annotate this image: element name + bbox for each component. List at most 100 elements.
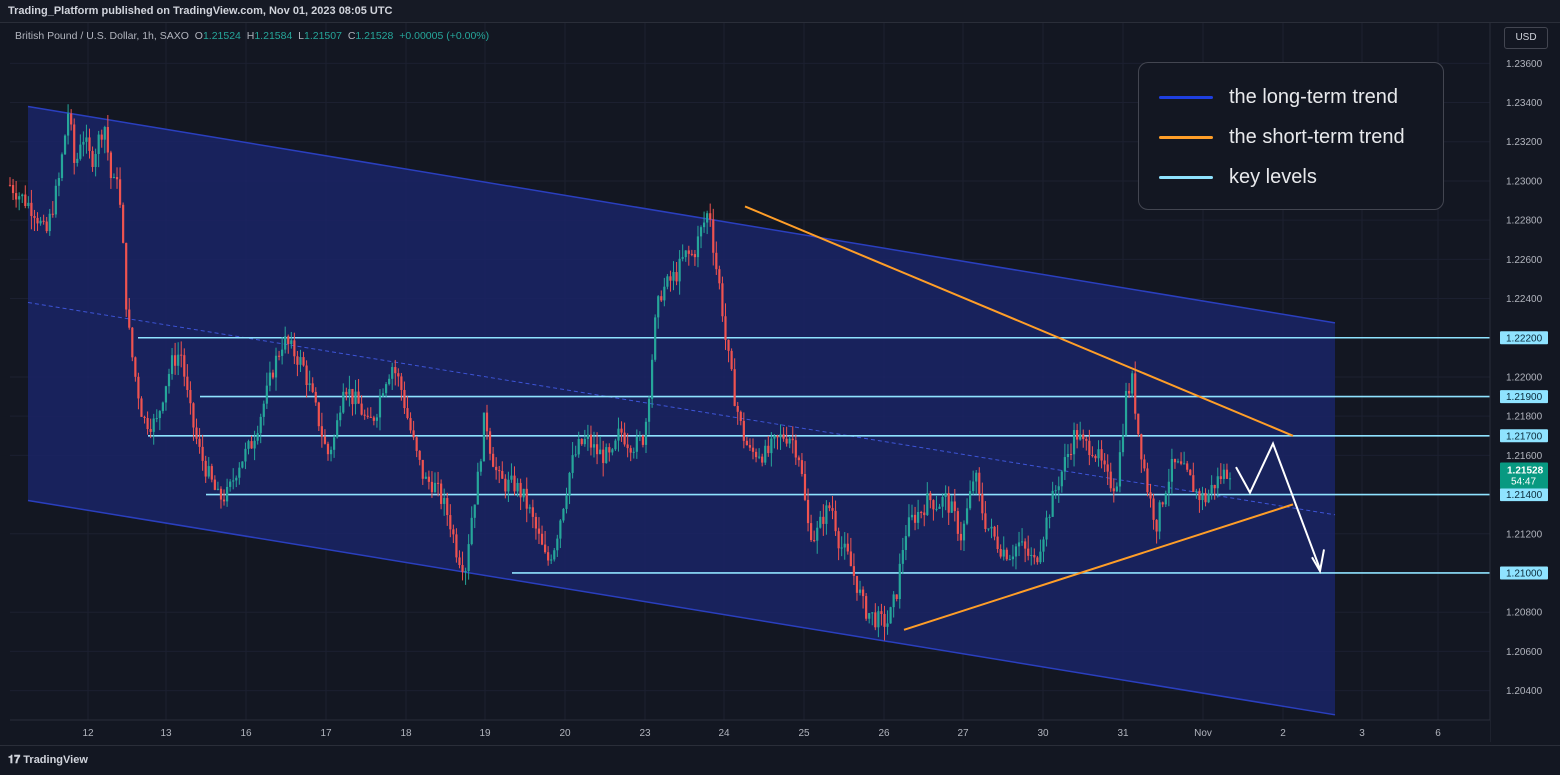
candle-body bbox=[1204, 492, 1207, 503]
candle-body bbox=[550, 559, 553, 561]
candle-body bbox=[336, 420, 339, 438]
candle-body bbox=[669, 276, 672, 281]
close-label: C bbox=[347, 30, 356, 42]
y-tick-label: 1.22400 bbox=[1506, 294, 1543, 305]
candle-body bbox=[33, 216, 36, 218]
candle-body bbox=[1085, 439, 1088, 441]
candle-body bbox=[329, 449, 333, 455]
candle-body bbox=[174, 355, 177, 366]
candle-body bbox=[320, 426, 323, 437]
candle-body bbox=[103, 126, 106, 140]
candle-body bbox=[953, 501, 956, 512]
candle-body bbox=[1152, 498, 1155, 520]
projection-arrow bbox=[1235, 441, 1321, 570]
candle-body bbox=[482, 412, 486, 462]
tradingview-logo[interactable]: 𝟏𝟕 TradingView bbox=[8, 754, 88, 767]
candle-body bbox=[1005, 549, 1008, 560]
candle-body bbox=[553, 550, 556, 560]
candle-body bbox=[1222, 469, 1225, 479]
projection-arrow-head bbox=[1311, 549, 1325, 574]
candle-body bbox=[898, 563, 901, 600]
candle-body bbox=[1183, 463, 1186, 465]
candle-body bbox=[620, 428, 623, 433]
candle-body bbox=[268, 372, 271, 386]
candle-body bbox=[721, 283, 724, 317]
candle-body bbox=[1219, 476, 1222, 479]
candle-body bbox=[1011, 556, 1015, 560]
legend-label-long-term: the long-term trend bbox=[1229, 86, 1398, 108]
candle-body bbox=[831, 508, 834, 511]
candle-body bbox=[776, 435, 779, 438]
candle-body bbox=[614, 440, 617, 450]
low-value: 1.21507 bbox=[304, 30, 342, 42]
candle-body bbox=[357, 391, 360, 404]
candle-body bbox=[504, 478, 507, 492]
candle-body bbox=[391, 367, 394, 379]
candle-body bbox=[1045, 517, 1048, 540]
candle-body bbox=[476, 471, 479, 505]
candle-body bbox=[406, 408, 409, 419]
candle-body bbox=[1115, 486, 1118, 492]
candle-body bbox=[210, 466, 213, 480]
candle-body bbox=[394, 367, 397, 374]
candle-body bbox=[241, 461, 244, 468]
candle-body bbox=[351, 388, 354, 405]
candle-body bbox=[788, 438, 791, 444]
candle-body bbox=[225, 486, 229, 502]
candle-body bbox=[79, 144, 82, 159]
key-level-badge-label: 1.21400 bbox=[1506, 490, 1543, 501]
candle-body bbox=[1088, 440, 1091, 456]
candle-body bbox=[571, 455, 574, 473]
candle-body bbox=[143, 416, 146, 419]
candle-body bbox=[941, 496, 944, 507]
candle-body bbox=[106, 126, 109, 153]
candle-body bbox=[271, 372, 275, 378]
candle-body bbox=[791, 438, 794, 441]
candle-body bbox=[904, 536, 907, 550]
candle-body bbox=[1134, 373, 1137, 414]
candle-body bbox=[840, 547, 843, 549]
candle-body bbox=[1082, 434, 1085, 440]
candle-body bbox=[51, 213, 54, 215]
candle-body bbox=[702, 222, 706, 228]
currency-button[interactable]: USD bbox=[1504, 27, 1548, 49]
candle-body bbox=[134, 357, 137, 377]
candle-body bbox=[751, 447, 755, 452]
candle-body bbox=[617, 428, 620, 441]
x-tick-label: Nov bbox=[1194, 728, 1212, 739]
ohlc-readout: British Pound / U.S. Dollar, 1h, SAXO O1… bbox=[15, 30, 489, 42]
candle-body bbox=[672, 272, 675, 281]
candle-body bbox=[177, 354, 180, 366]
candle-body bbox=[238, 467, 241, 478]
y-tick-label: 1.20400 bbox=[1506, 686, 1543, 697]
candle-body bbox=[112, 177, 116, 179]
candle-body bbox=[427, 476, 430, 482]
candle-body bbox=[30, 202, 33, 217]
candle-body bbox=[281, 349, 284, 356]
candle-body bbox=[556, 538, 559, 551]
candle-body bbox=[516, 482, 519, 492]
candle-body bbox=[1054, 490, 1057, 492]
candle-body bbox=[559, 520, 562, 539]
candle-body bbox=[222, 499, 226, 502]
candle-body bbox=[97, 134, 100, 155]
candle-body bbox=[1048, 516, 1051, 518]
y-tick-label: 1.22600 bbox=[1506, 255, 1543, 266]
candle-body bbox=[926, 493, 929, 516]
candle-body bbox=[164, 386, 168, 403]
candle-body bbox=[247, 441, 250, 449]
y-tick-label: 1.23200 bbox=[1506, 137, 1543, 148]
candle-body bbox=[761, 456, 764, 463]
candle-body bbox=[608, 447, 611, 453]
candle-body bbox=[42, 220, 45, 222]
tv-logo-icon: 𝟏𝟕 bbox=[8, 754, 24, 766]
candle-body bbox=[733, 369, 736, 406]
candle-body bbox=[993, 526, 996, 537]
candle-body bbox=[843, 543, 846, 548]
candle-body bbox=[611, 449, 614, 453]
key-level-badge bbox=[1500, 331, 1548, 345]
candle-body bbox=[1109, 471, 1112, 489]
candle-body bbox=[819, 516, 822, 528]
candle-body bbox=[969, 491, 972, 509]
